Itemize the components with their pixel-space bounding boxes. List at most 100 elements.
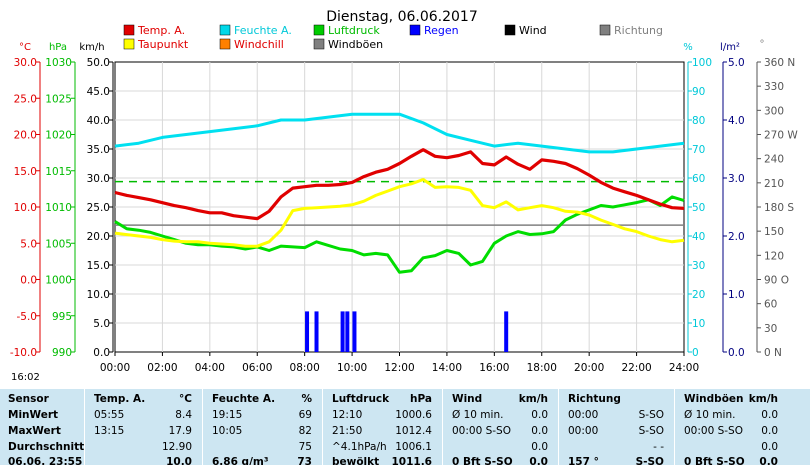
footer-cell-value: 0.0 (531, 409, 548, 421)
weather-chart: Dienstag, 06.06.2017 Temp. A. Feuchte A. L… (10, 9, 799, 374)
legend-label: Windböen (328, 38, 383, 51)
chart-legend: Temp. A. Feuchte A. Luftdruck Regen Wind Rich… (123, 24, 663, 51)
footer-row-label: 06.06. 23:55 (8, 456, 83, 465)
x-tick-label: 22:00 (621, 362, 651, 374)
rain-bar (352, 311, 357, 352)
footer-cell-value: 0.0 (529, 456, 548, 465)
footer-cell-label: 21:50 (332, 425, 363, 437)
temp-tick-label: -5.0 (17, 311, 38, 323)
legend-swatch (123, 38, 135, 50)
rain-tick-label: 0.0 (728, 347, 745, 359)
temp-tick-label: 15.0 (14, 166, 37, 178)
pressure-tick-label: 1000 (45, 275, 72, 287)
direction-unit-label: ° (760, 39, 765, 50)
footer-cell-value: 8.4 (175, 409, 192, 421)
footer-cell-value: S-SO (635, 456, 664, 465)
footer-cell-label: 157 ° (568, 456, 599, 465)
humidity-tick-label: 40 (692, 231, 705, 243)
wind-tick-label: 40.0 (87, 115, 110, 127)
humidity-tick-label: 10 (692, 318, 705, 330)
reference-lines (115, 180, 684, 226)
temp-tick-label: 0.0 (20, 275, 37, 287)
footer-column-unit: % (301, 393, 312, 405)
x-tick-label: 18:00 (527, 362, 557, 374)
footer-cell-label: 19:15 (212, 409, 243, 421)
rain-bar (504, 311, 509, 352)
footer-cell-value: S-SO (638, 425, 664, 437)
wind-unit-label: km/h (79, 42, 104, 53)
footer-cell-label: Ø 10 min. (684, 409, 736, 421)
x-tick-label: 10:00 (337, 362, 367, 374)
pressure-tick-label: 1030 (45, 57, 72, 69)
legend-label: Windchill (234, 38, 284, 51)
footer-cell-label: Ø 10 min. (452, 409, 504, 421)
rain-bar (340, 311, 345, 352)
humidity-tick-label: 100 (692, 57, 712, 69)
temp-tick-label: -10.0 (10, 347, 37, 359)
rain-tick-label: 4.0 (728, 115, 745, 127)
footer-cell-value: 1000.6 (395, 409, 432, 421)
footer-row-label: Durchschnitt (8, 441, 85, 453)
footer-cell-value: S-SO (638, 409, 664, 421)
humidity-tick-label: 0 (692, 347, 699, 359)
footer-cell-value: 82 (298, 425, 312, 437)
direction-tick-label: 270 W (764, 130, 798, 142)
footer-cell-value: 69 (298, 409, 312, 421)
legend-swatch (219, 24, 231, 36)
wind-tick-label: 30.0 (87, 173, 110, 185)
footer-column-name: Temp. A. (94, 393, 146, 405)
x-tick-label: 14:00 (432, 362, 462, 374)
x-tick-label: 12:00 (384, 362, 414, 374)
legend-label: Wind (519, 24, 547, 37)
temp-tick-label: 5.0 (20, 238, 37, 250)
x-tick-label: 06:00 (242, 362, 272, 374)
humidity-tick-label: 30 (692, 260, 705, 272)
footer-cell-value: 12.90 (161, 441, 192, 453)
direction-tick-label: 210 (764, 178, 784, 190)
legend-swatch (313, 24, 325, 36)
rain-bars (305, 311, 509, 352)
x-tick-label: 02:00 (147, 362, 177, 374)
footer-cell-label: ^4.1hPa/h (332, 441, 387, 453)
legend-label: Taupunkt (137, 38, 189, 51)
rain-tick-label: 2.0 (728, 231, 745, 243)
footer-cell-label: 0 Bft S-SO (452, 456, 513, 465)
series-lines (114, 112, 685, 274)
temp-tick-label: 30.0 (14, 57, 37, 69)
direction-tick-label: 0 N (764, 347, 782, 359)
footer-cell-value: 0.0 (531, 425, 548, 437)
footer-row-label: Sensor (8, 393, 49, 405)
footer-cell-value: 1012.4 (395, 425, 432, 437)
footer-cell-label: 0 Bft S-SO (684, 456, 745, 465)
direction-tick-label: 240 (764, 154, 784, 166)
direction-tick-label: 120 (764, 250, 784, 262)
wind-tick-label: 0.0 (93, 347, 110, 359)
legend-swatch (313, 38, 325, 50)
footer-cell-value: - - (653, 441, 664, 453)
footer-cell-value: 73 (297, 456, 312, 465)
footer-column-name: Luftdruck (332, 393, 390, 405)
wind-tick-label: 20.0 (87, 231, 110, 243)
footer-column-unit: km/h (518, 393, 548, 405)
legend-swatch (409, 24, 421, 36)
direction-tick-label: 60 (764, 299, 777, 311)
humidity-tick-label: 70 (692, 144, 705, 156)
footer-cell-value: 0.0 (759, 456, 778, 465)
footer-cell-value: 0.0 (531, 441, 548, 453)
footer-row-label: MinWert (8, 409, 59, 421)
x-tick-label: 16:00 (479, 362, 509, 374)
x-tick-label: 04:00 (195, 362, 225, 374)
rain-bar (314, 311, 319, 352)
pressure-tick-label: 1010 (45, 202, 72, 214)
legend-swatch (504, 24, 516, 36)
footer-cell-label: 6.86 g/m³ (212, 456, 269, 465)
direction-tick-label: 180 S (764, 202, 794, 214)
humidity-unit-label: % (683, 42, 693, 53)
rain-bar (345, 311, 350, 352)
humidity-tick-label: 50 (692, 202, 705, 214)
legend-label: Richtung (614, 24, 663, 37)
pressure-tick-label: 1015 (45, 166, 72, 178)
footer-cell-value: 10.0 (166, 456, 192, 465)
humidity-tick-label: 80 (692, 115, 705, 127)
legend-label: Regen (424, 24, 459, 37)
